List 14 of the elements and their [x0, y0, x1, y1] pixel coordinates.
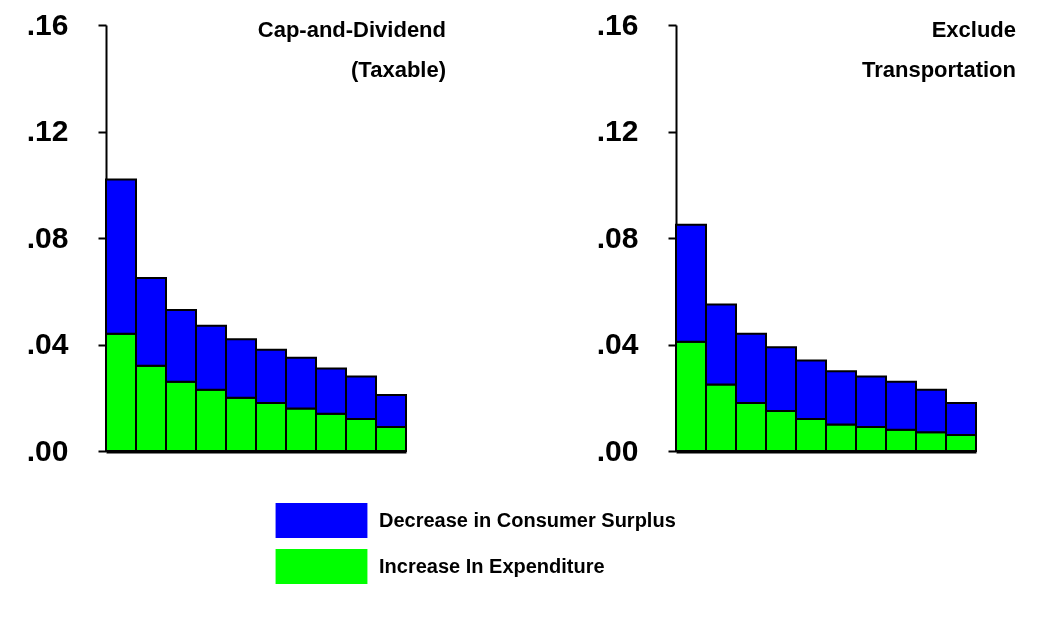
y-tick-label: .16 [26, 7, 69, 41]
y-tick-label: .00 [26, 433, 69, 467]
y-tick-label: .04 [26, 327, 69, 360]
y-tick-label: .12 [596, 114, 639, 147]
text: Exclude Transportation [861, 17, 1016, 82]
y-tick-label: .08 [596, 220, 639, 254]
y-tick-label: .12 [26, 114, 69, 147]
text: Cap-and-Dividend (Taxable) [257, 17, 446, 82]
y-tick-label: .16 [596, 7, 639, 41]
y-tick-label: .04 [596, 327, 639, 360]
y-tick-label: .00 [596, 433, 639, 467]
legend-label: Decrease in Consumer Surplus [379, 508, 676, 531]
y-tick-label: .08 [26, 220, 69, 254]
legend-label: Increase In Expenditure [379, 554, 605, 577]
